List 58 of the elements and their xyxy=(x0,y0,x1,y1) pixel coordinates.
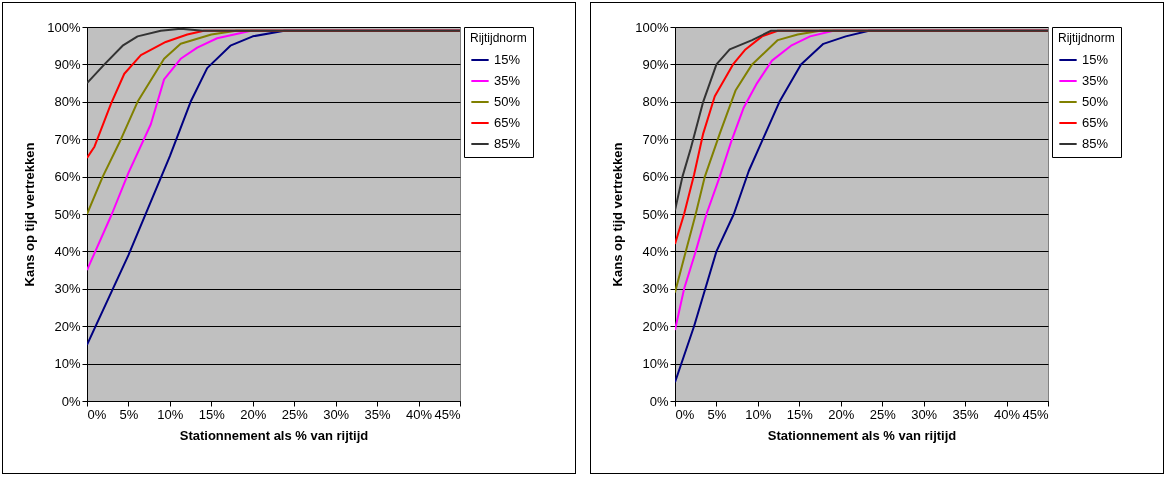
y-tick-label: 70% xyxy=(54,131,81,147)
x-tick-label: 0% xyxy=(675,406,695,422)
y-tick-label: 70% xyxy=(642,131,669,147)
y-tick-label: 30% xyxy=(54,281,81,297)
y-tick-label: 0% xyxy=(61,393,81,409)
legend-label: 35% xyxy=(1082,73,1109,88)
x-tick-label: 5% xyxy=(119,406,139,422)
legend-title: Rijtijdnorm xyxy=(470,31,527,45)
x-tick-label: 15% xyxy=(198,406,226,422)
y-tick-label: 0% xyxy=(649,393,669,409)
x-tick-label: 30% xyxy=(323,406,350,422)
legend-label: 85% xyxy=(494,136,521,151)
legend-label: 15% xyxy=(494,52,521,67)
x-tick-label: 15% xyxy=(786,406,814,422)
y-tick-label: 50% xyxy=(642,206,669,222)
legend-label: 65% xyxy=(494,115,521,130)
x-tick-label: 40% xyxy=(994,406,1021,422)
y-tick-label: 90% xyxy=(642,56,669,72)
y-tick-label: 20% xyxy=(642,318,669,334)
x-tick-label: 20% xyxy=(240,406,267,422)
x-tick-label: 45% xyxy=(1022,406,1049,422)
y-tick-label: 50% xyxy=(54,206,81,222)
y-tick-label: 60% xyxy=(642,169,669,185)
y-axis-title: Kans op tijd vertrekken xyxy=(22,142,38,287)
x-tick-label: 10% xyxy=(745,406,772,422)
y-tick-label: 80% xyxy=(642,94,669,110)
y-tick-label: 100% xyxy=(635,19,669,35)
y-axis-title: Kans op tijd vertrekken xyxy=(610,142,626,287)
y-tick-label: 20% xyxy=(54,318,81,334)
legend-label: 85% xyxy=(1082,136,1109,151)
y-tick-label: 10% xyxy=(642,356,669,372)
x-tick-label: 0% xyxy=(87,406,107,422)
y-tick-label: 80% xyxy=(54,94,81,110)
y-tick-label: 30% xyxy=(642,281,669,297)
legend-title: Rijtijdnorm xyxy=(1058,31,1115,45)
x-tick-label: 25% xyxy=(281,406,309,422)
x-tick-label: 10% xyxy=(157,406,184,422)
x-tick-label: 35% xyxy=(364,406,392,422)
x-tick-label: 25% xyxy=(869,406,897,422)
legend-label: 50% xyxy=(1082,94,1109,109)
x-tick-label: 45% xyxy=(434,406,461,422)
y-tick-label: 90% xyxy=(54,56,81,72)
legend-label: 15% xyxy=(1082,52,1109,67)
y-tick-label: 60% xyxy=(54,169,81,185)
x-tick-label: 35% xyxy=(952,406,980,422)
y-tick-label: 40% xyxy=(54,243,81,259)
x-axis-title: Stationnement als % van rijtijd xyxy=(179,427,369,443)
legend-label: 35% xyxy=(494,73,521,88)
x-axis-title: Stationnement als % van rijtijd xyxy=(767,427,957,443)
y-tick-label: 10% xyxy=(54,356,81,372)
x-tick-label: 30% xyxy=(911,406,938,422)
y-tick-label: 40% xyxy=(642,243,669,259)
x-tick-label: 20% xyxy=(828,406,855,422)
legend-label: 50% xyxy=(494,94,521,109)
legend-label: 65% xyxy=(1082,115,1109,130)
y-tick-label: 100% xyxy=(47,19,81,35)
x-tick-label: 40% xyxy=(406,406,433,422)
x-tick-label: 5% xyxy=(707,406,727,422)
